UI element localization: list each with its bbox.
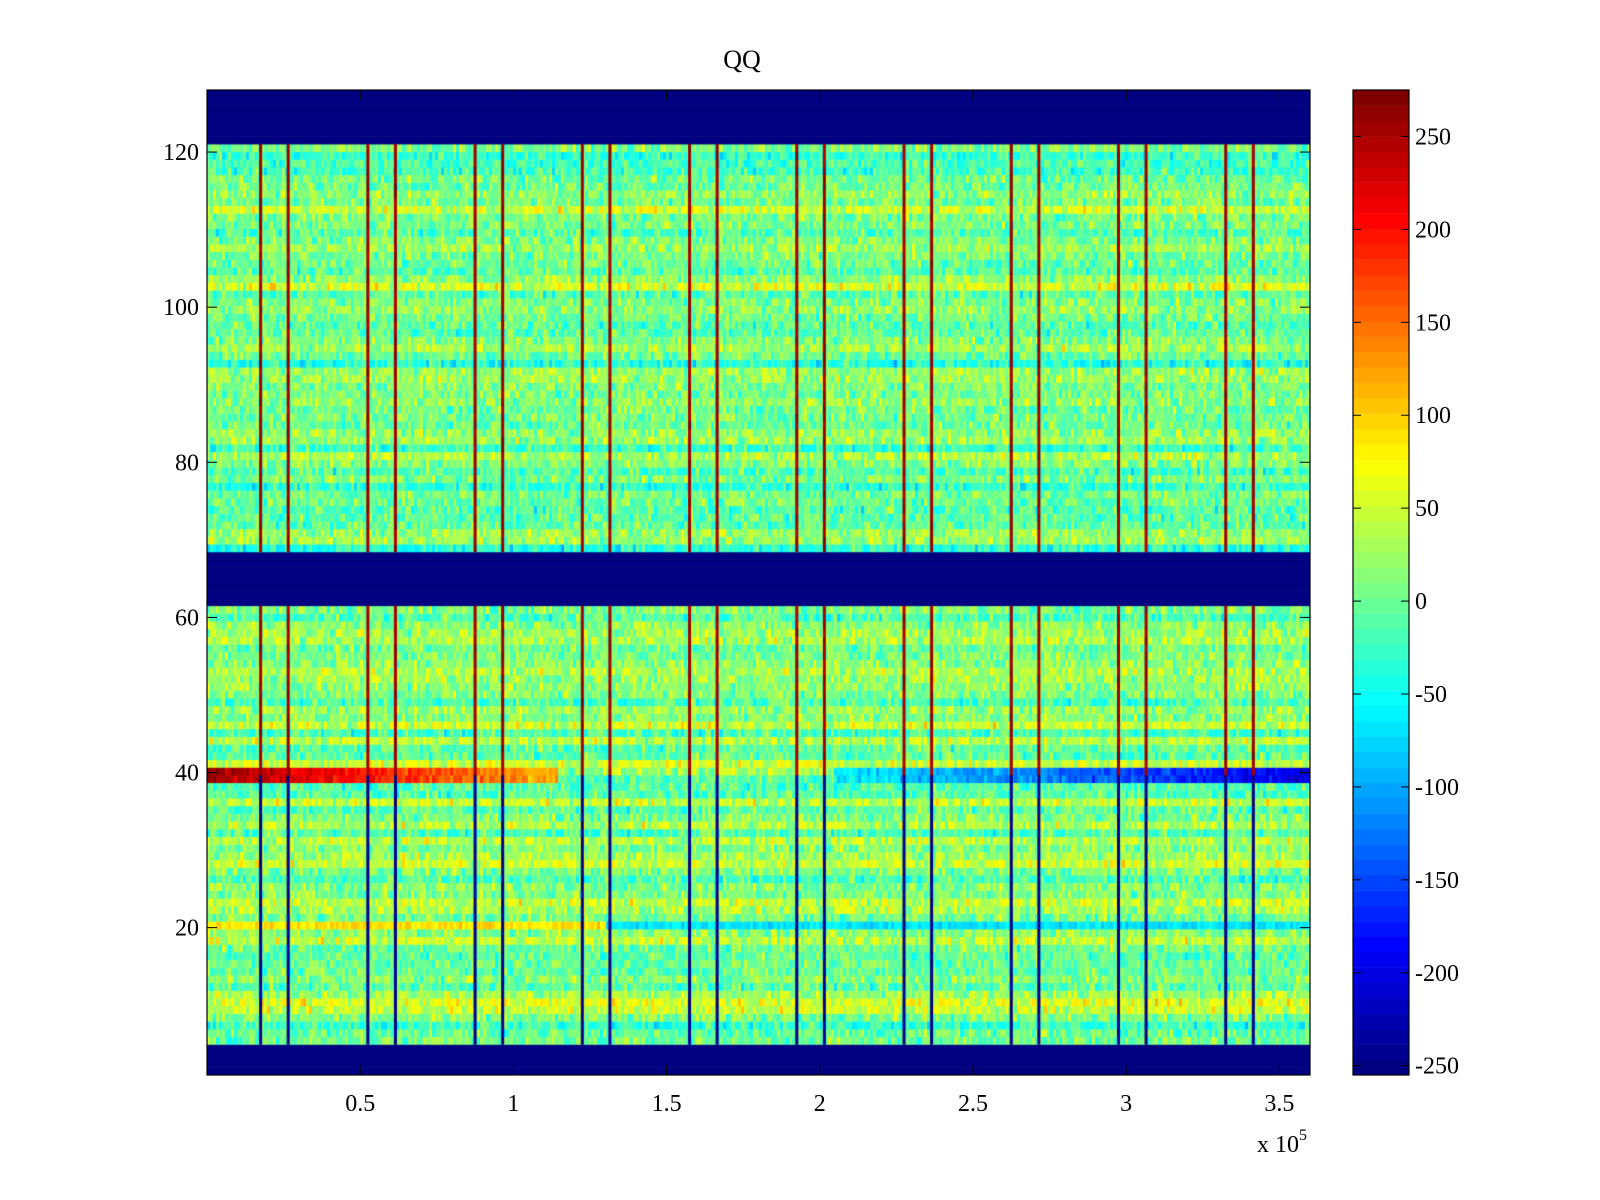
colorbar-axis: 250 200 150 100 50 0 -50 -100 -150 -200 -250: [1353, 124, 1459, 1080]
plot-frame: [206, 89, 1311, 1076]
x-tick-label: 2: [814, 1091, 826, 1117]
y-axis: 20 40 60 80 100 120: [163, 140, 1310, 942]
y-tick-label: 60: [175, 605, 199, 631]
colorbar-tick-label: -250: [1415, 1054, 1459, 1080]
colorbar-tick-label: 250: [1415, 124, 1451, 150]
colorbar: [1353, 90, 1409, 1075]
x-tick-label: 1: [507, 1091, 519, 1117]
colorbar-tick-label: -200: [1415, 961, 1459, 987]
y-tick-label: 20: [175, 916, 199, 942]
colorbar-tick-label: 100: [1415, 403, 1451, 429]
colorbar-tick-label: -50: [1415, 682, 1447, 708]
y-tick-label: 80: [175, 450, 199, 476]
chart-title: QQ: [723, 45, 761, 74]
colorbar-tick-label: -150: [1415, 868, 1459, 894]
colorbar-tick-label: 0: [1415, 589, 1427, 615]
colorbar-frame: [1352, 89, 1410, 1076]
y-tick-label: 120: [163, 140, 199, 166]
colorbar-wrapper: [1353, 90, 1409, 1075]
colorbar-tick-label: -100: [1415, 775, 1459, 801]
y-tick-label: 40: [175, 761, 199, 787]
x-tick-label: 1.5: [652, 1091, 682, 1117]
heatmap-area: [207, 90, 1310, 1075]
x-tick-label: 2.5: [958, 1091, 988, 1117]
y-tick-label: 100: [163, 295, 199, 321]
x-tick-label: 3: [1120, 1091, 1132, 1117]
x-axis: 0.5 1 1.5 2 2.5 3 3.5: [345, 90, 1294, 1117]
colorbar-tick-label: 50: [1415, 496, 1439, 522]
colorbar-tick-label: 200: [1415, 217, 1451, 243]
x-exponent-base: x 10: [1257, 1132, 1299, 1158]
heatmap-area-wrapper: [207, 90, 1310, 1075]
colorbar-tick-label: 150: [1415, 310, 1451, 336]
x-tick-label: 0.5: [345, 1091, 375, 1117]
x-exponent-label: x 105: [1257, 1127, 1307, 1158]
x-tick-label: 3.5: [1264, 1091, 1294, 1117]
x-exponent-power: 5: [1299, 1127, 1307, 1144]
